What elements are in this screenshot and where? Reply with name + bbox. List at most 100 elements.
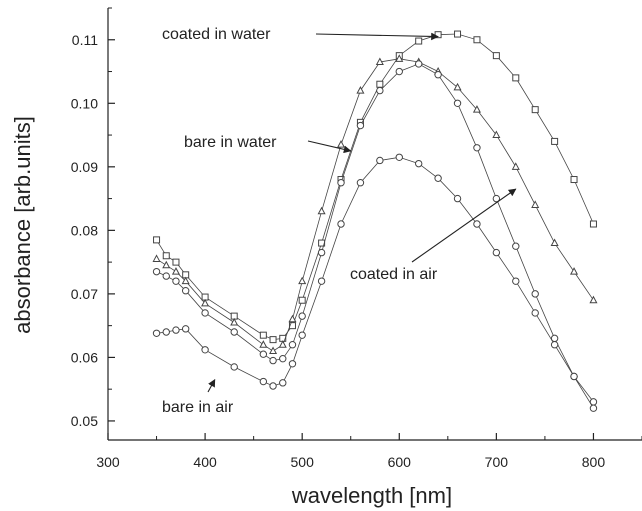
y-tick-label: 0.09	[71, 159, 98, 175]
data-point	[356, 179, 365, 187]
data-point	[269, 336, 277, 344]
data-point	[492, 52, 500, 60]
data-point	[201, 346, 209, 354]
data-point	[395, 153, 403, 161]
series-1	[153, 30, 597, 344]
data-point	[473, 36, 481, 44]
data-point	[395, 54, 404, 62]
data-point	[531, 106, 539, 114]
data-point	[288, 341, 297, 349]
series-3	[152, 60, 598, 406]
data-point	[376, 156, 384, 165]
data-point	[259, 331, 267, 339]
annotation-arrow	[307, 140, 352, 154]
y-tick-label: 0.07	[71, 286, 98, 302]
data-point	[317, 277, 326, 285]
series-line	[156, 58, 594, 352]
y-tick-label: 0.08	[71, 222, 98, 238]
data-point	[269, 356, 277, 365]
annotation-arrow	[315, 32, 439, 41]
annotation-arrow	[207, 378, 216, 393]
data-point	[288, 314, 297, 323]
data-point	[453, 99, 462, 107]
data-point	[453, 194, 462, 203]
data-point	[511, 162, 520, 170]
data-point	[356, 121, 365, 130]
data-point	[414, 60, 423, 68]
data-point	[550, 238, 559, 247]
y-tick-label: 0.05	[71, 413, 98, 429]
y-tick-label: 0.06	[71, 349, 98, 365]
data-point	[162, 260, 171, 269]
data-point	[589, 295, 598, 304]
y-axis: 0.05 0.06 0.07 0.08 0.09 0.10 0.11	[71, 7, 115, 429]
data-point	[531, 309, 539, 317]
data-point	[473, 144, 481, 152]
x-tick-label: 300	[96, 454, 120, 470]
data-point	[512, 242, 520, 250]
data-point	[172, 326, 180, 334]
series-line	[156, 63, 594, 403]
data-point	[181, 287, 190, 295]
y-axis-title: absorbance [arb.units]	[10, 116, 35, 334]
data-point	[172, 258, 180, 266]
data-point	[201, 298, 210, 307]
annotation-label: bare in air	[162, 399, 234, 416]
data-point	[570, 372, 578, 381]
data-point	[152, 254, 161, 262]
data-point	[512, 74, 520, 82]
data-point	[181, 276, 190, 285]
data-point	[201, 309, 209, 317]
data-point	[473, 220, 481, 228]
annotations: coated in water bare in water coated in ai…	[162, 26, 517, 416]
data-point	[454, 30, 462, 38]
data-point	[259, 340, 268, 348]
x-tick-label: 700	[485, 454, 509, 470]
annotation-label: coated in air	[350, 266, 438, 283]
annotation-label: bare in water	[184, 134, 277, 151]
data-point	[492, 194, 501, 203]
data-point	[162, 252, 170, 260]
data-point	[336, 140, 346, 148]
data-point	[570, 176, 578, 184]
x-axis: 300 400 500 600 700 800	[96, 433, 642, 470]
data-point	[172, 277, 180, 285]
data-point	[337, 220, 345, 228]
y-tick-label: 0.10	[71, 95, 98, 111]
data-point	[153, 236, 161, 244]
data-point	[453, 82, 462, 91]
data-point	[570, 267, 579, 275]
data-point	[279, 354, 287, 363]
data-point	[298, 331, 306, 339]
data-point	[395, 67, 403, 76]
data-point	[551, 137, 559, 145]
data-point	[472, 105, 481, 113]
data-point	[269, 346, 278, 355]
data-point	[269, 382, 277, 390]
x-tick-label: 400	[193, 454, 217, 470]
series-line	[156, 156, 594, 409]
data-point	[415, 37, 423, 45]
data-point	[298, 312, 306, 320]
data-point	[279, 379, 287, 387]
y-tick-label: 0.11	[72, 32, 98, 48]
data-point	[434, 174, 442, 182]
data-point	[531, 200, 540, 208]
data-point	[317, 248, 326, 257]
x-tick-label: 800	[582, 454, 606, 470]
data-point	[259, 350, 268, 358]
data-point	[230, 363, 238, 371]
series-line	[156, 33, 594, 341]
x-tick-label: 600	[388, 454, 412, 470]
data-point	[414, 159, 423, 168]
data-point	[376, 86, 384, 95]
annotation-arrow	[411, 188, 517, 263]
data-point	[492, 248, 501, 257]
data-point	[278, 340, 287, 348]
data-point	[152, 329, 161, 337]
data-point	[492, 130, 501, 139]
data-point	[376, 80, 384, 88]
data-point	[152, 267, 161, 276]
series-4	[152, 153, 598, 412]
data-point	[337, 179, 345, 187]
